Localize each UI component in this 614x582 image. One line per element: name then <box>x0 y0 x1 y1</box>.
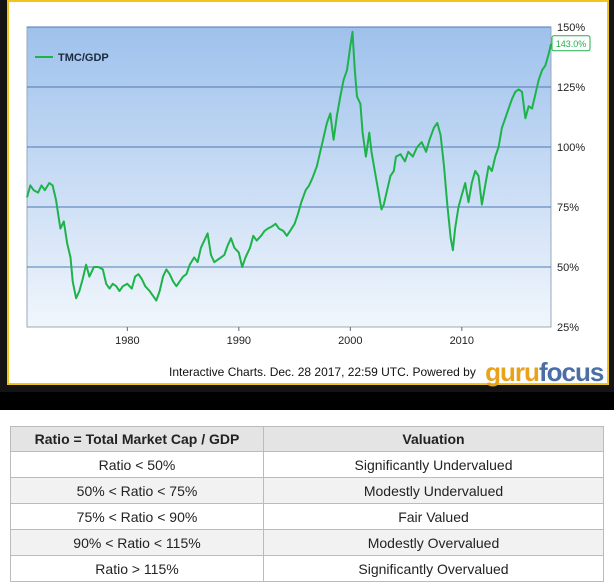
valuation-cell: Modestly Undervalued <box>263 477 604 504</box>
y-tick-label: 25% <box>557 322 579 334</box>
x-tick-label: 2000 <box>338 335 362 347</box>
ratio-cell: Ratio > 115% <box>10 555 264 582</box>
last-value-label: 143.0% <box>556 39 587 49</box>
series-line-tmc-gdp[interactable] <box>26 30 552 302</box>
y-tick-label: 100% <box>557 142 585 154</box>
table-row: 75% < Ratio < 90% Fair Valued <box>10 503 604 530</box>
last-value-tag: 143.0% <box>551 35 591 52</box>
table-header-row: Ratio = Total Market Cap / GDP Valuation <box>10 426 604 452</box>
valuation-cell: Significantly Undervalued <box>263 451 604 478</box>
table-row: 90% < Ratio < 115% Modestly Overvalued <box>10 529 604 556</box>
y-tick-label: 150% <box>557 22 585 34</box>
section-divider <box>0 392 614 410</box>
last-value-box <box>551 35 591 52</box>
chart-panel: 25% 50% 75% 100% 125% 150% 1980 1990 2000 2010 TM… <box>7 0 609 388</box>
credit-text: Interactive Charts. Dec. 28 2017, 22:59 … <box>169 365 476 379</box>
tmc-gdp-chart[interactable]: 25% 50% 75% 100% 125% 150% 1980 1990 2000 2010 TM… <box>9 2 607 383</box>
valuation-cell: Fair Valued <box>263 503 604 530</box>
table-row: Ratio > 115% Significantly Overvalued <box>10 555 604 582</box>
y-tick-label: 75% <box>557 202 579 214</box>
ratio-cell: 90% < Ratio < 115% <box>10 529 264 556</box>
table-row: 50% < Ratio < 75% Modestly Undervalued <box>10 477 604 504</box>
legend-label: TMC/GDP <box>58 52 109 64</box>
ratio-cell: 50% < Ratio < 75% <box>10 477 264 504</box>
table-row: Ratio < 50% Significantly Undervalued <box>10 451 604 478</box>
valuation-table: Ratio = Total Market Cap / GDP Valuation… <box>10 426 604 582</box>
valuation-cell: Significantly Overvalued <box>263 555 604 582</box>
gurufocus-logo[interactable]: gurufocus <box>485 357 604 387</box>
y-tick-label: 125% <box>557 82 585 94</box>
x-tick-label: 2010 <box>450 335 474 347</box>
ratio-cell: 75% < Ratio < 90% <box>10 503 264 530</box>
y-tick-label: 50% <box>557 262 579 274</box>
valuation-table-panel: Ratio = Total Market Cap / GDP Valuation… <box>0 410 614 582</box>
x-tick-label: 1990 <box>227 335 251 347</box>
chart-credit: Interactive Charts. Dec. 28 2017, 22:59 … <box>169 357 604 388</box>
x-tick-label: 1980 <box>115 335 139 347</box>
ratio-column-header: Ratio = Total Market Cap / GDP <box>10 426 264 452</box>
ratio-cell: Ratio < 50% <box>10 451 264 478</box>
valuation-cell: Modestly Overvalued <box>263 529 604 556</box>
plot-area <box>26 26 552 328</box>
valuation-column-header: Valuation <box>263 426 604 452</box>
